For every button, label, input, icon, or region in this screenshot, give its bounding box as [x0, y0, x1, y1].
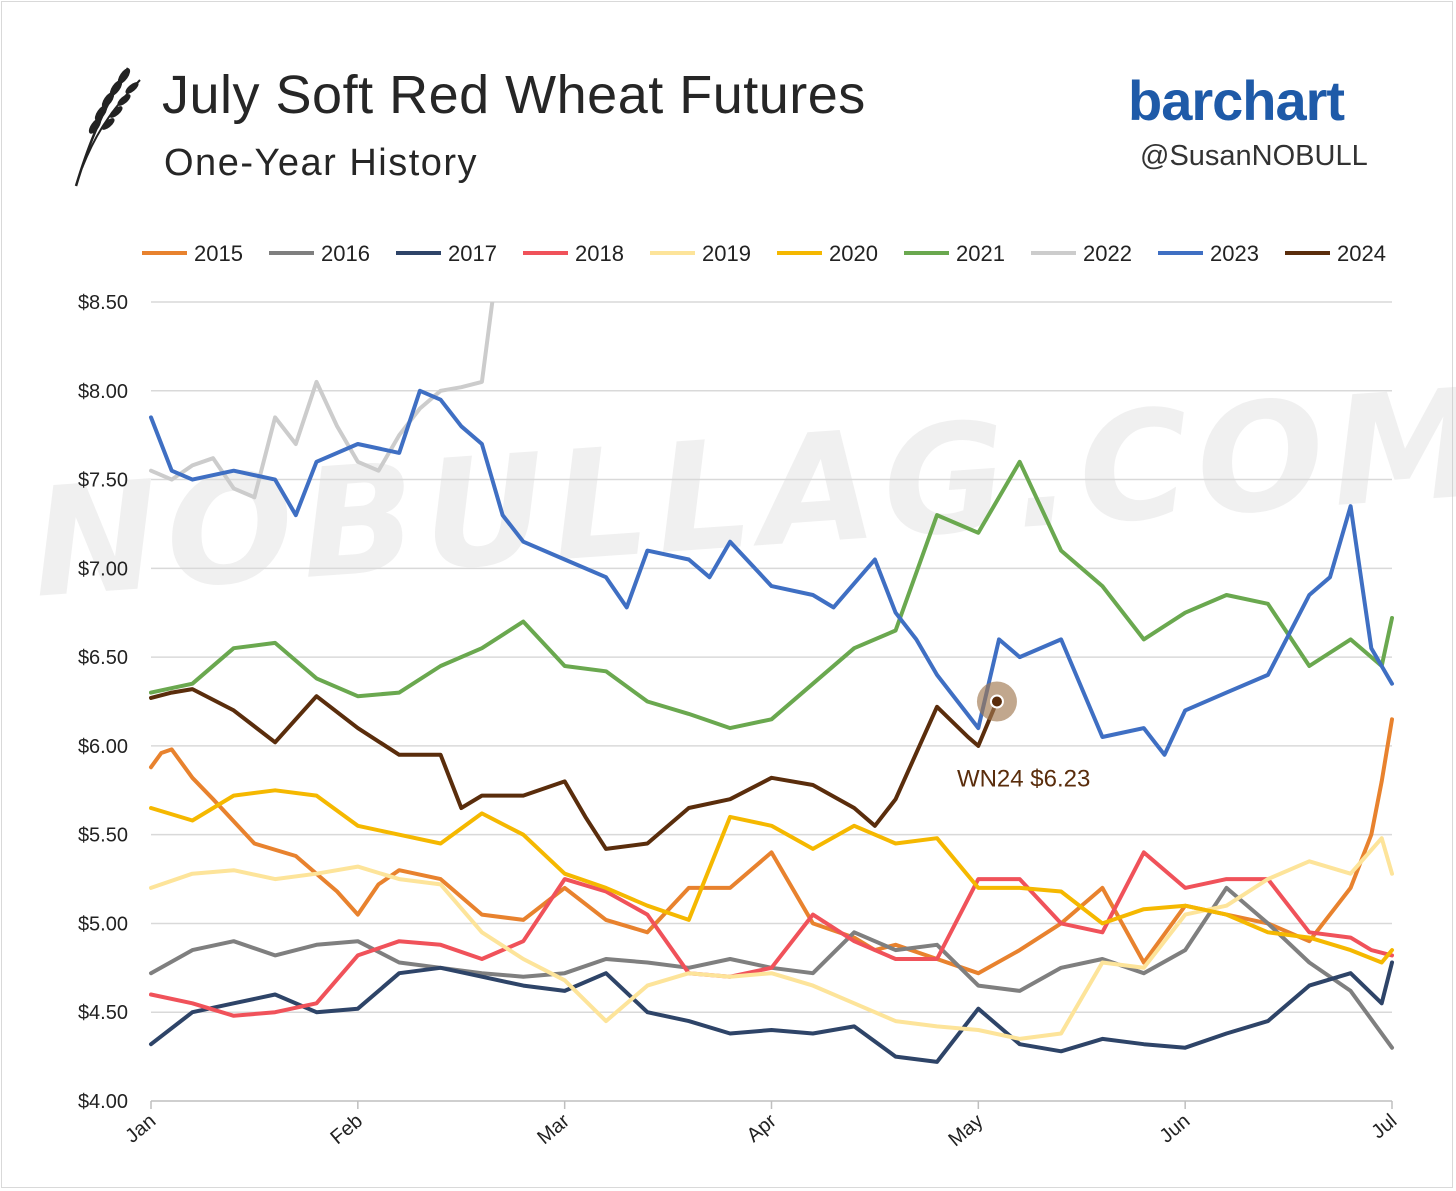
legend-label: 2023 — [1210, 241, 1259, 266]
legend-label: 2018 — [575, 241, 624, 266]
x-tick-label: Apr — [743, 1110, 781, 1147]
series-line-2017 — [149, 960, 1394, 1064]
legend-label: 2017 — [448, 241, 497, 266]
x-tick-label: Jan — [121, 1110, 160, 1148]
chart-subtitle: One-Year History — [164, 142, 479, 184]
annotation-marker — [989, 694, 1004, 709]
y-tick-label: $4.50 — [78, 1002, 128, 1024]
series-line-2019 — [149, 836, 1394, 1041]
legend-label: 2015 — [194, 241, 243, 266]
series-line-2018 — [149, 850, 1394, 1018]
y-tick-label: $8.00 — [78, 381, 128, 403]
legend-label: 2022 — [1083, 241, 1132, 266]
legend-label: 2019 — [702, 241, 751, 266]
annotation: WN24 $6.23 — [957, 681, 1090, 793]
x-tick-label: Jun — [1156, 1110, 1195, 1148]
y-axis: $4.00 $4.50 $5.00 $5.50 $6.00 $6.50 $7.00 $7.50… — [78, 292, 128, 1113]
y-tick-label: $7.50 — [78, 470, 128, 492]
legend-label: 2021 — [956, 241, 1005, 266]
y-tick-label: $6.00 — [78, 736, 128, 758]
x-axis: Jan Feb Mar Apr May Jun Jul — [121, 1101, 1401, 1151]
annotation-label: WN24 $6.23 — [957, 766, 1090, 793]
wheat-icon — [74, 67, 141, 187]
y-tick-label: $8.50 — [78, 292, 128, 314]
legend-label: 2016 — [321, 241, 370, 266]
y-tick-label: $4.00 — [78, 1091, 128, 1113]
series-line-2024 — [149, 687, 999, 851]
legend-label: 2024 — [1337, 241, 1386, 266]
y-tick-label: $5.00 — [78, 913, 128, 935]
y-tick-label: $5.50 — [78, 825, 128, 847]
brand-logo: barchart — [1128, 69, 1345, 132]
watermark: NOBULLAG.COM — [27, 356, 1456, 631]
series-lines — [149, 302, 1394, 1064]
series-line-2020 — [149, 788, 1394, 965]
series-line-2015 — [149, 717, 1394, 976]
x-tick-label: May — [944, 1110, 987, 1151]
y-tick-label: $6.50 — [78, 647, 128, 669]
y-tick-label: $7.00 — [78, 558, 128, 580]
legend-label: 2020 — [829, 241, 878, 266]
series-line-2021 — [149, 459, 1394, 731]
series-line-2023 — [149, 388, 1394, 757]
x-tick-label: Jul — [1367, 1110, 1401, 1143]
x-tick-label: Mar — [533, 1110, 574, 1149]
author-handle: @SusanNOBULL — [1140, 140, 1368, 172]
legend: 2015 2016 2017 2018 2019 2020 2021 2022 2023 2024 — [142, 241, 1386, 266]
chart-title: July Soft Red Wheat Futures — [162, 65, 866, 125]
x-tick-label: Feb — [327, 1110, 368, 1149]
series-line-2022 — [149, 302, 495, 500]
